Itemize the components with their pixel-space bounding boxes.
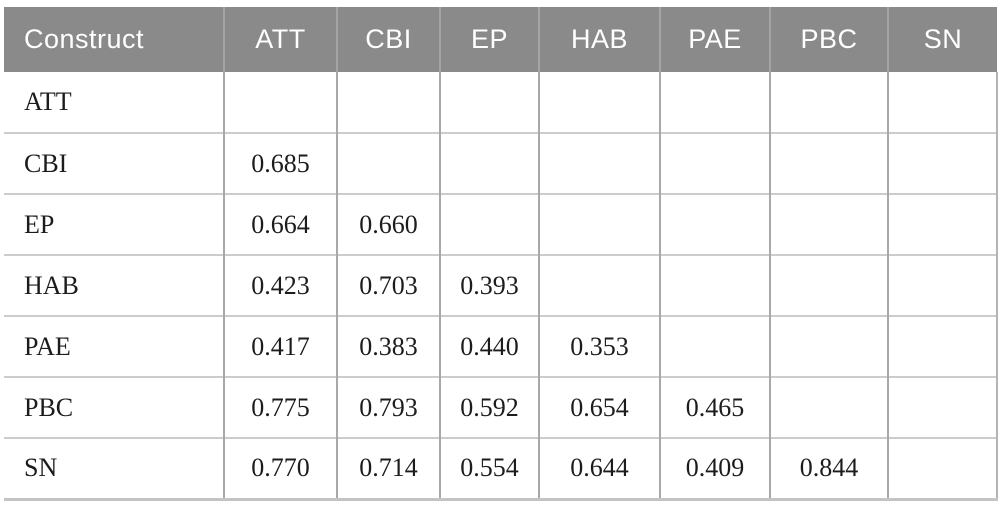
value-cell: 0.770 [223, 437, 337, 501]
value-cell [769, 376, 888, 438]
value-cell [887, 437, 998, 501]
value-cell [439, 132, 539, 194]
value-cell [659, 72, 770, 133]
value-cell: 0.685 [223, 132, 337, 194]
value-cell [538, 254, 660, 316]
value-cell [887, 72, 998, 133]
value-cell: 0.423 [223, 254, 337, 316]
value-cell: 0.844 [769, 437, 888, 501]
value-cell: 0.775 [223, 376, 337, 438]
col-header-hab: HAB [538, 7, 660, 72]
value-cell [439, 72, 539, 133]
value-cell: 0.417 [223, 315, 337, 377]
col-header-att: ATT [223, 7, 337, 72]
row-label-pae: PAE [4, 315, 224, 377]
value-cell [769, 72, 888, 133]
value-cell [336, 132, 440, 194]
value-cell: 0.660 [336, 193, 440, 255]
col-header-construct: Construct [4, 7, 224, 72]
value-cell [769, 315, 888, 377]
value-cell: 0.353 [538, 315, 660, 377]
row-sn: SN 0.770 0.714 0.554 0.644 0.409 0.844 [4, 437, 998, 501]
row-pae: PAE 0.417 0.383 0.440 0.353 [4, 315, 998, 377]
value-cell: 0.440 [439, 315, 539, 377]
row-label-hab: HAB [4, 254, 224, 316]
row-label-ep: EP [4, 193, 224, 255]
col-header-ep: EP [439, 7, 539, 72]
value-cell [439, 193, 539, 255]
col-header-pae: PAE [659, 7, 770, 72]
value-cell: 0.793 [336, 376, 440, 438]
htmt-table-figure: Construct ATT CBI EP HAB PAE PBC SN ATT [4, 7, 998, 501]
value-cell [659, 193, 770, 255]
value-cell [659, 315, 770, 377]
value-cell [769, 193, 888, 255]
value-cell: 0.393 [439, 254, 539, 316]
header-row: Construct ATT CBI EP HAB PAE PBC SN [4, 7, 997, 72]
value-cell: 0.554 [439, 437, 539, 501]
value-cell [659, 132, 770, 194]
value-cell [887, 376, 998, 438]
row-pbc: PBC 0.775 0.793 0.592 0.654 0.465 [4, 376, 998, 438]
value-cell: 0.664 [223, 193, 337, 255]
value-cell: 0.383 [336, 315, 440, 377]
value-cell [769, 254, 888, 316]
col-header-pbc: PBC [769, 7, 888, 72]
htmt-table: Construct ATT CBI EP HAB PAE PBC SN ATT [4, 7, 998, 501]
value-cell: 0.592 [439, 376, 539, 438]
value-cell: 0.703 [336, 254, 440, 316]
value-cell [538, 72, 660, 133]
value-cell [887, 254, 998, 316]
value-cell [336, 72, 440, 133]
value-cell [538, 132, 660, 194]
row-label-cbi: CBI [4, 132, 224, 194]
value-cell: 0.465 [659, 376, 770, 438]
value-cell [887, 193, 998, 255]
value-cell [659, 254, 770, 316]
row-cbi: CBI 0.685 [4, 132, 998, 194]
row-label-att: ATT [4, 72, 224, 133]
value-cell: 0.654 [538, 376, 660, 438]
row-att: ATT [4, 72, 998, 133]
col-header-sn: SN [887, 7, 997, 72]
value-cell [887, 132, 998, 194]
value-cell [887, 315, 998, 377]
value-cell [769, 132, 888, 194]
row-ep: EP 0.664 0.660 [4, 193, 998, 255]
row-label-pbc: PBC [4, 376, 224, 438]
col-header-cbi: CBI [336, 7, 440, 72]
value-cell [223, 72, 337, 133]
row-label-sn: SN [4, 437, 224, 501]
value-cell [538, 193, 660, 255]
value-cell: 0.644 [538, 437, 660, 501]
value-cell: 0.409 [659, 437, 770, 501]
value-cell: 0.714 [336, 437, 440, 501]
row-hab: HAB 0.423 0.703 0.393 [4, 254, 998, 316]
